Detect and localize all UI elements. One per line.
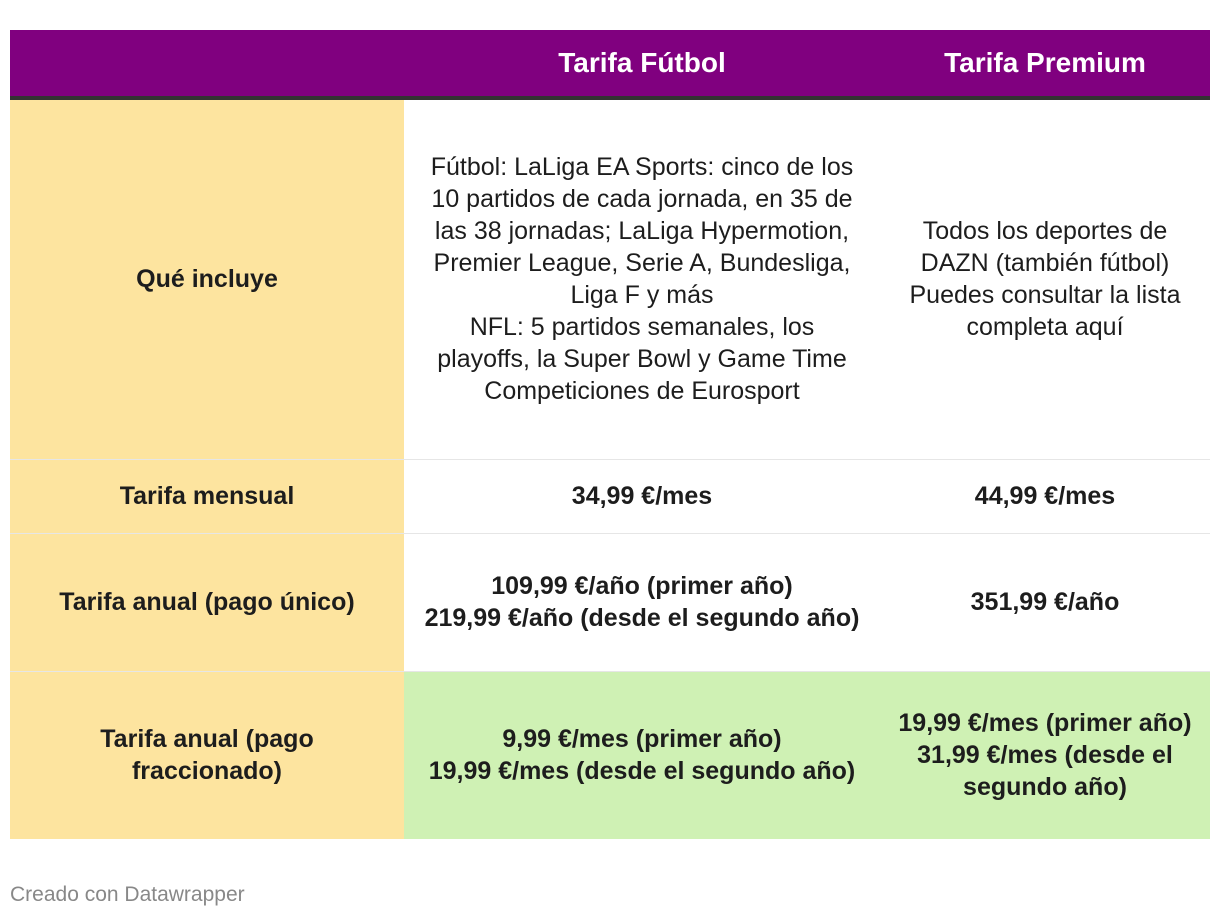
row-label-tarifa-mensual: Tarifa mensual xyxy=(10,459,404,534)
cell-text: 19,99 €/mes (primer año) xyxy=(898,709,1192,738)
cell-text: 44,99 €/mes xyxy=(974,482,1116,510)
cell-text: 34,99 €/mes xyxy=(571,482,713,510)
lista-completa-link[interactable]: Puedes consultar la lista completa aquí xyxy=(909,281,1181,342)
cell-text: 31,99 €/mes (desde el segundo año) xyxy=(917,741,1173,802)
cell-premium-tarifa-anual-fraccionado: 19,99 €/mes (primer año) 31,99 €/mes (de… xyxy=(880,671,1210,839)
cell-text: Competiciones de Eurosport xyxy=(484,377,800,406)
cell-text: 19,99 €/mes (desde el segundo año) xyxy=(428,757,856,786)
header-empty-cell xyxy=(10,30,404,100)
row-label-tarifa-anual-fraccionado: Tarifa anual (pago fraccionado) xyxy=(10,671,404,839)
cell-text: 9,99 €/mes (primer año) xyxy=(502,725,782,754)
cell-premium-tarifa-anual-unico: 351,99 €/año xyxy=(880,533,1210,672)
comparison-table: Tarifa Fútbol Tarifa Premium Qué incluye… xyxy=(10,30,1210,839)
comparison-table-wrapper: Tarifa Fútbol Tarifa Premium Qué incluye… xyxy=(10,30,1210,839)
cell-text: 219,99 €/año (desde el segundo año) xyxy=(424,604,860,632)
cell-futbol-tarifa-mensual: 34,99 €/mes xyxy=(404,459,880,534)
cell-text: NFL: 5 partidos semanales, los playoffs,… xyxy=(437,313,847,374)
datawrapper-credit[interactable]: Creado con Datawrapper xyxy=(10,883,245,906)
header-tarifa-futbol: Tarifa Fútbol xyxy=(404,30,880,100)
table-row: Qué incluye Fútbol: LaLiga EA Sports: ci… xyxy=(10,98,1210,460)
table-header-row: Tarifa Fútbol Tarifa Premium xyxy=(10,30,1210,100)
cell-futbol-tarifa-anual-fraccionado: 9,99 €/mes (primer año) 19,99 €/mes (des… xyxy=(404,671,880,839)
cell-text: Todos los deportes de DAZN (también fútb… xyxy=(920,217,1170,278)
table-row: Tarifa anual (pago fraccionado) 9,99 €/m… xyxy=(10,671,1210,839)
row-label-tarifa-anual-unico: Tarifa anual (pago único) xyxy=(10,533,404,672)
cell-futbol-que-incluye: Fútbol: LaLiga EA Sports: cinco de los 1… xyxy=(404,98,880,460)
cell-text: Fútbol: LaLiga EA Sports: cinco de los 1… xyxy=(430,153,854,310)
cell-text: 109,99 €/año (primer año) xyxy=(491,572,793,600)
cell-text: 351,99 €/año xyxy=(970,588,1120,616)
table-row: Tarifa anual (pago único) 109,99 €/año (… xyxy=(10,533,1210,672)
cell-premium-tarifa-mensual: 44,99 €/mes xyxy=(880,459,1210,534)
header-tarifa-premium: Tarifa Premium xyxy=(880,30,1210,100)
cell-premium-que-incluye: Todos los deportes de DAZN (también fútb… xyxy=(880,98,1210,460)
row-label-que-incluye: Qué incluye xyxy=(10,98,404,460)
table-row: Tarifa mensual 34,99 €/mes 44,99 €/mes xyxy=(10,459,1210,534)
cell-futbol-tarifa-anual-unico: 109,99 €/año (primer año) 219,99 €/año (… xyxy=(404,533,880,672)
